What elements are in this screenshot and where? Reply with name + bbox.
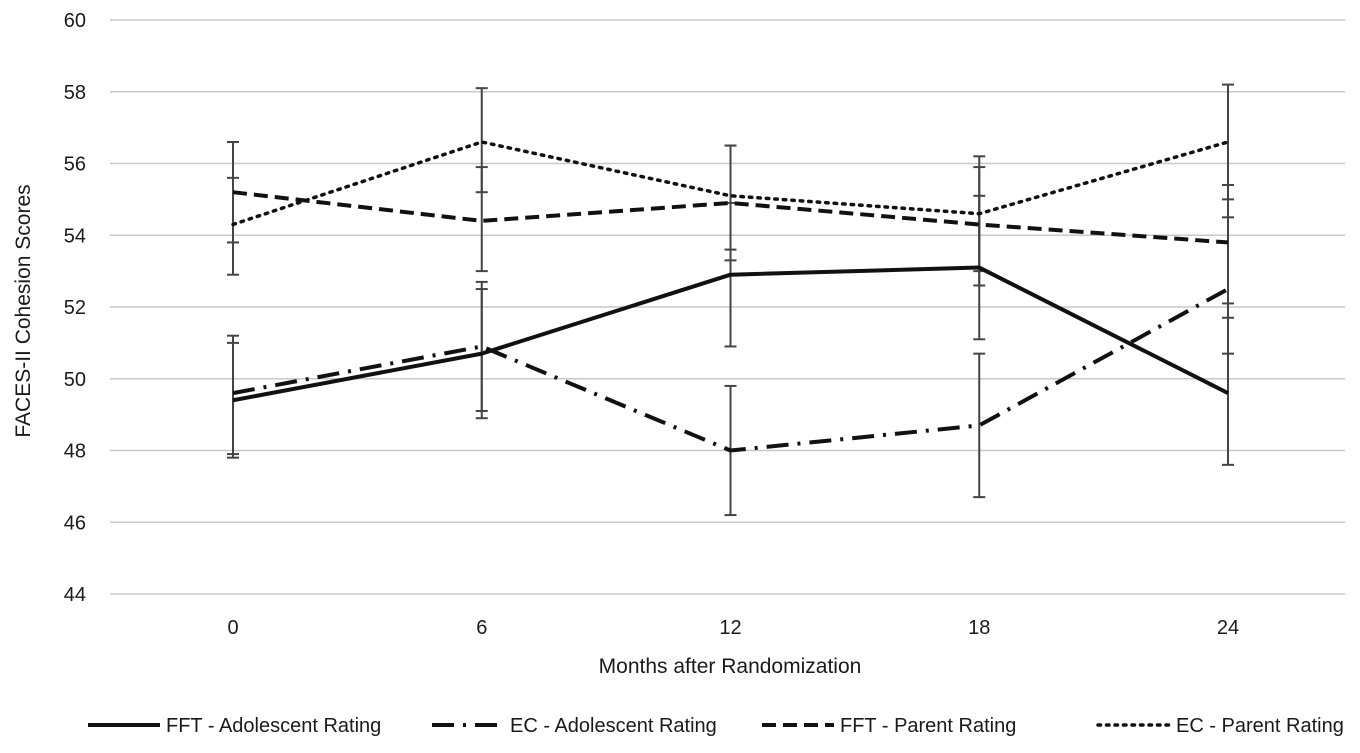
y-tick-label: 56: [64, 154, 86, 176]
y-axis-ticks: 44 46 48 50 52 54 56 58 60: [64, 10, 86, 606]
x-tick-label: 6: [476, 617, 487, 639]
legend-label: FFT - Adolescent Rating: [166, 715, 381, 737]
series-line-3: [232, 190, 1229, 245]
gridlines: [110, 19, 1345, 595]
series-lines: [231, 140, 1230, 453]
error-bar: [1222, 83, 1234, 201]
y-tick-label: 48: [64, 441, 86, 463]
error-bar: [973, 352, 986, 499]
legend-label: EC - Parent Rating: [1176, 715, 1344, 737]
x-axis-label: Months after Randomization: [599, 655, 862, 678]
error-bar: [227, 334, 239, 456]
x-tick-label: 18: [968, 617, 990, 639]
error-bar: [724, 144, 737, 251]
legend-label: FFT - Parent Rating: [840, 715, 1016, 737]
series-line-2: [232, 287, 1229, 453]
error-bar: [1222, 184, 1234, 305]
x-tick-label: 12: [719, 617, 741, 639]
legend: FFT - Adolescent Rating EC - Adolescent R…: [88, 715, 1344, 737]
legend-item: EC - Adolescent Rating: [432, 715, 717, 737]
y-tick-label: 60: [64, 10, 86, 32]
y-tick-label: 54: [64, 225, 86, 247]
y-tick-label: 52: [64, 297, 86, 319]
y-tick-label: 58: [64, 82, 86, 104]
x-axis-ticks: 0 6 12 18 24: [227, 617, 1239, 639]
series-line-1: [232, 265, 1229, 403]
legend-label: EC - Adolescent Rating: [510, 715, 717, 737]
y-tick-label: 50: [64, 369, 86, 391]
error-bar: [475, 87, 488, 194]
x-tick-label: 0: [227, 617, 238, 639]
legend-item: FFT - Parent Rating: [762, 715, 1016, 737]
y-tick-label: 46: [64, 512, 86, 534]
y-axis-label: FACES-II Cohesion Scores: [12, 184, 35, 437]
legend-item: EC - Parent Rating: [1096, 715, 1344, 737]
legend-item: FFT - Adolescent Rating: [88, 715, 381, 737]
x-tick-label: 24: [1217, 617, 1239, 639]
y-tick-label: 44: [64, 584, 86, 606]
series-line-4: [231, 140, 1230, 227]
error-bar: [475, 280, 488, 413]
